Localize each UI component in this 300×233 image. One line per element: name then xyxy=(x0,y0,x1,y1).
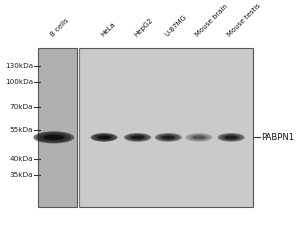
Ellipse shape xyxy=(185,133,213,142)
Ellipse shape xyxy=(49,136,59,139)
Ellipse shape xyxy=(40,134,67,141)
Ellipse shape xyxy=(36,132,71,143)
Ellipse shape xyxy=(95,135,113,140)
Text: 40kDa: 40kDa xyxy=(10,156,33,162)
Text: 130kDa: 130kDa xyxy=(5,63,33,69)
Text: 70kDa: 70kDa xyxy=(10,104,33,110)
Text: U-87MG: U-87MG xyxy=(164,14,188,38)
Ellipse shape xyxy=(44,135,64,140)
Ellipse shape xyxy=(218,133,245,142)
Text: HeLa: HeLa xyxy=(100,21,116,38)
FancyBboxPatch shape xyxy=(79,48,254,207)
Ellipse shape xyxy=(124,133,151,142)
Ellipse shape xyxy=(131,135,144,139)
Text: 55kDa: 55kDa xyxy=(10,127,33,133)
Ellipse shape xyxy=(33,131,74,144)
Ellipse shape xyxy=(92,134,116,141)
Text: PABPN1: PABPN1 xyxy=(261,133,294,142)
Ellipse shape xyxy=(161,135,175,139)
Text: B cells: B cells xyxy=(50,18,70,38)
Ellipse shape xyxy=(190,135,208,140)
Ellipse shape xyxy=(165,136,172,138)
Ellipse shape xyxy=(224,135,238,139)
Ellipse shape xyxy=(45,135,63,140)
Ellipse shape xyxy=(192,135,206,139)
Ellipse shape xyxy=(126,134,149,141)
Ellipse shape xyxy=(193,135,205,139)
Text: 35kDa: 35kDa xyxy=(10,172,33,178)
Ellipse shape xyxy=(162,135,174,139)
Ellipse shape xyxy=(129,135,146,140)
Ellipse shape xyxy=(134,136,141,138)
Ellipse shape xyxy=(188,134,211,141)
Text: HepG2: HepG2 xyxy=(133,17,154,38)
Ellipse shape xyxy=(157,134,180,141)
Ellipse shape xyxy=(228,136,235,138)
Ellipse shape xyxy=(131,135,144,139)
Ellipse shape xyxy=(90,133,118,142)
Ellipse shape xyxy=(97,135,111,139)
Ellipse shape xyxy=(155,133,182,142)
Ellipse shape xyxy=(222,135,240,140)
Text: Mouse testis: Mouse testis xyxy=(227,3,262,38)
Text: Mouse brain: Mouse brain xyxy=(195,3,229,38)
Ellipse shape xyxy=(225,135,237,139)
FancyBboxPatch shape xyxy=(38,48,77,207)
Text: 100kDa: 100kDa xyxy=(5,79,33,85)
Ellipse shape xyxy=(100,136,107,138)
Ellipse shape xyxy=(98,135,110,139)
Ellipse shape xyxy=(159,135,177,140)
Ellipse shape xyxy=(220,134,243,141)
